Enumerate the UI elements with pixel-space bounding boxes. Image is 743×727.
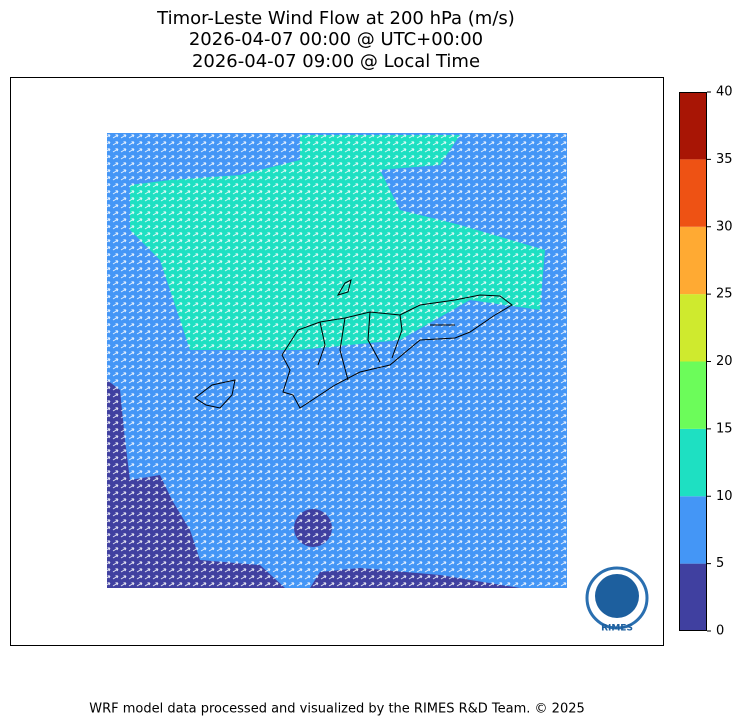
logo: RIMES bbox=[585, 566, 649, 634]
colorbar: 0 5 10 15 20 25 30 35 40 bbox=[679, 85, 733, 639]
colorbar-tick-label: 20 bbox=[716, 354, 733, 369]
colorbar-tick-label: 30 bbox=[716, 219, 733, 234]
colorbar-tick-label: 0 bbox=[716, 624, 724, 639]
logo-label: RIMES bbox=[601, 624, 633, 634]
title-line: 2026-04-07 09:00 @ Local Time bbox=[192, 51, 480, 72]
colorbar-tick-label: 10 bbox=[716, 489, 733, 504]
colorbar-segment bbox=[679, 226, 707, 295]
title-line: Timor-Leste Wind Flow at 200 hPa (m/s) bbox=[156, 8, 515, 29]
boundaries bbox=[194, 279, 513, 409]
wind-field bbox=[107, 133, 567, 588]
colorbar-tick-label: 15 bbox=[716, 421, 733, 436]
colorbar-segment bbox=[679, 92, 707, 160]
colorbar-segment bbox=[679, 159, 707, 227]
wind-arrows bbox=[107, 133, 567, 588]
colorbar-segment bbox=[679, 361, 707, 429]
colorbar-tick-label: 40 bbox=[716, 85, 733, 100]
colorbar-frame bbox=[679, 92, 707, 631]
colorbar-tick-label: 25 bbox=[716, 287, 733, 302]
colorbar-segment bbox=[679, 496, 707, 564]
title-line: 2026-04-07 00:00 @ UTC+00:00 bbox=[189, 29, 483, 50]
colorbar-tick-label: 5 bbox=[716, 556, 724, 571]
footer: WRF model data processed and visualized … bbox=[89, 702, 585, 717]
logo-globe bbox=[595, 574, 639, 618]
colorbar-segment bbox=[679, 563, 707, 631]
colorbar-tick-label: 35 bbox=[716, 152, 733, 167]
colorbar-segment bbox=[679, 294, 707, 362]
colorbar-segment bbox=[679, 428, 707, 497]
